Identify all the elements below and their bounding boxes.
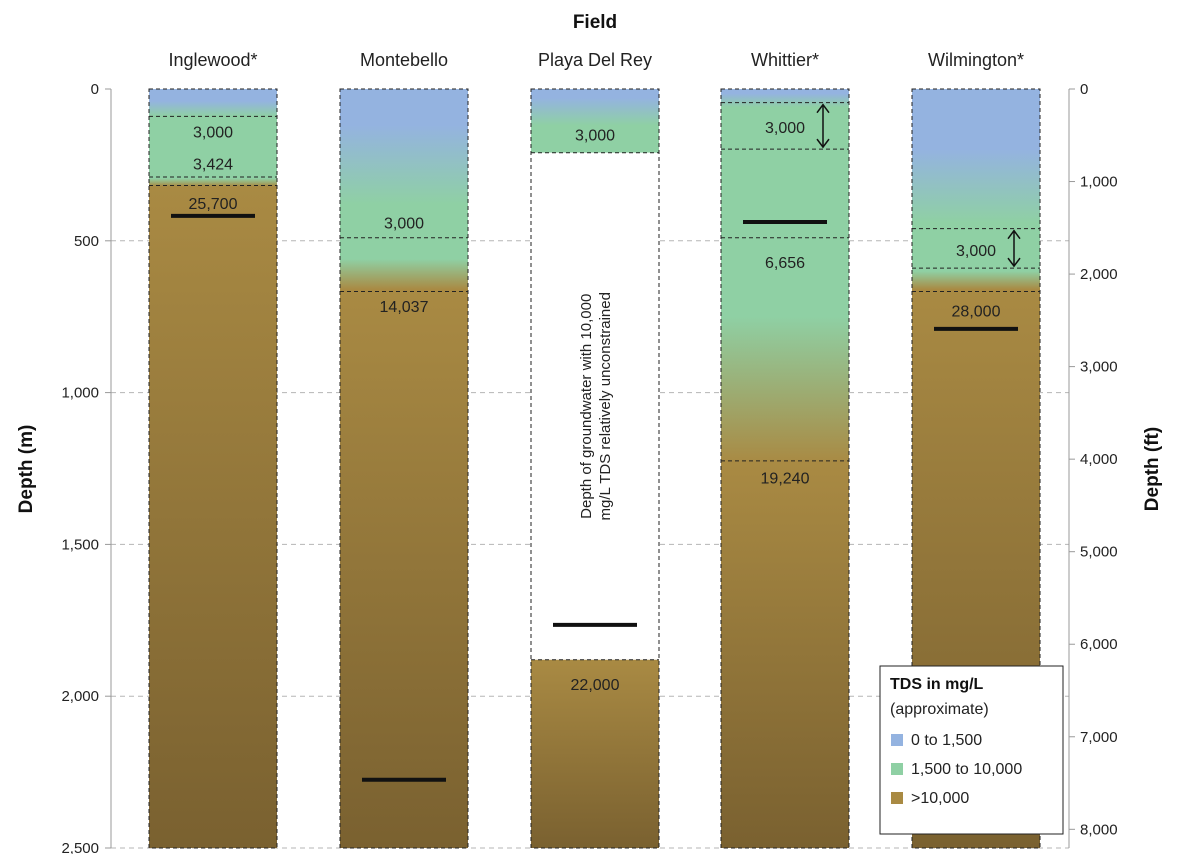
unconstrained-note: Depth of groundwater with 10,000 mg/L TDS… (578, 292, 614, 520)
category-label: Montebello (360, 50, 448, 70)
y-axis-title-left: Depth (m) (16, 425, 37, 514)
tds-value-label: 19,240 (761, 471, 810, 488)
column-fill (340, 89, 468, 848)
tds-value-label: 22,000 (571, 677, 620, 694)
category-label: Wilmington* (928, 50, 1024, 70)
category-label: Playa Del Rey (538, 50, 652, 70)
range-arrow-head-bottom (816, 138, 830, 149)
category-label: Inglewood* (168, 50, 257, 70)
y-tick-label-right: 2,000 (1080, 266, 1118, 283)
note-line: Depth of groundwater with 10,000 (578, 294, 595, 519)
zone-lower (531, 659, 659, 848)
y-tick-label-left: 0 (91, 81, 99, 98)
legend-swatch (891, 792, 903, 804)
tds-value-label: 6,656 (765, 255, 805, 272)
tds-value-label: 25,700 (189, 196, 238, 213)
y-tick-label-left: 500 (74, 233, 99, 250)
y-tick-label-right: 6,000 (1080, 636, 1118, 653)
range-arrow-head-top (816, 103, 830, 114)
y-tick-label-right: 5,000 (1080, 544, 1118, 561)
column-border (911, 88, 1041, 849)
x-axis-title: Field (573, 12, 617, 33)
zone-upper (531, 89, 659, 153)
y-tick-label-left: 1,000 (61, 385, 99, 402)
field-column-2: Playa Del Rey Depth of groundwater with 1… (530, 50, 660, 849)
y-tick-label-left: 1,500 (61, 536, 99, 553)
y-tick-label-right: 0 (1080, 81, 1088, 98)
column-border (720, 88, 850, 849)
legend-item-label: 0 to 1,500 (911, 732, 982, 749)
legend-subtitle: (approximate) (890, 701, 989, 718)
column-border (148, 88, 278, 849)
legend-box (879, 665, 1064, 835)
tds-value-label: 3,000 (193, 125, 233, 142)
legend-swatch (891, 734, 903, 746)
legend-item-label: 1,500 to 10,000 (911, 761, 1022, 778)
tds-value-label: 28,000 (952, 304, 1001, 321)
range-arrow-head-top (1007, 229, 1021, 240)
column-border (530, 88, 660, 849)
tds-value-label: 3,000 (956, 243, 996, 260)
tds-value-label: 3,000 (384, 216, 424, 233)
field-columns: Inglewood* 3,000 3,424 25,700 Montebello 3,00… (148, 50, 1041, 849)
legend-item-label: >10,000 (911, 790, 969, 807)
note-line: mg/L TDS relatively unconstrained (597, 292, 614, 520)
tds-value-label: 3,000 (765, 120, 805, 137)
y-tick-label-right: 1,000 (1080, 174, 1118, 191)
tds-value-label: 14,037 (380, 299, 429, 316)
category-label: Whittier* (751, 50, 819, 70)
field-column-0: Inglewood* 3,000 3,424 25,700 (148, 50, 278, 849)
field-column-3: Whittier* 3,000 6,656 19,240 (720, 50, 850, 849)
field-column-1: Montebello 3,000 14,037 (339, 50, 469, 849)
tds-value-label: 3,000 (575, 128, 615, 145)
legend-swatch (891, 763, 903, 775)
zone-unconstrained (531, 152, 659, 660)
column-fill (721, 89, 849, 848)
y-tick-label-right: 8,000 (1080, 821, 1118, 838)
y-tick-label-right: 7,000 (1080, 729, 1118, 746)
legend-title: TDS in mg/L (890, 676, 984, 693)
range-arrow-head-bottom (1007, 257, 1021, 268)
y-tick-label-left: 2,500 (61, 840, 99, 854)
tds-value-label: 3,424 (193, 156, 233, 173)
y-axis-title-right: Depth (ft) (1142, 427, 1163, 511)
legend: TDS in mg/L (approximate) 0 to 1,500 1,50… (879, 665, 1064, 835)
axes: 0 500 1,000 1,500 2,000 2,500 0 1,000 2,000 3,000… (61, 81, 1117, 854)
y-tick-label-left: 2,000 (61, 688, 99, 705)
column-border (339, 88, 469, 849)
y-tick-label-right: 4,000 (1080, 451, 1118, 468)
y-tick-label-right: 3,000 (1080, 359, 1118, 376)
